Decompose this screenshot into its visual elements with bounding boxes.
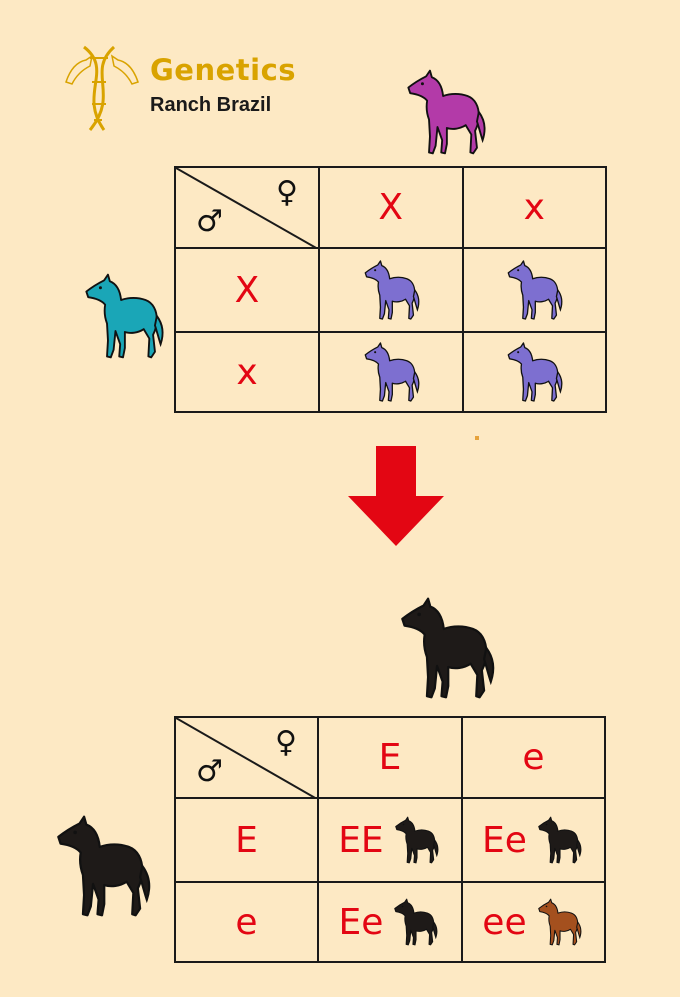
- chestnut-foal-horse-icon: [533, 896, 585, 948]
- offspring-cell: [461, 247, 607, 333]
- genotype-label: Ee: [481, 819, 527, 861]
- genotype-cell: Ee: [317, 881, 463, 963]
- female-symbol: ♀: [275, 725, 297, 760]
- genotype-cell: ee: [460, 881, 607, 963]
- offspring-horse-icon: [501, 257, 567, 323]
- male-allele-header: x: [174, 331, 320, 413]
- decorative-dot: [475, 436, 479, 440]
- female-symbol: ♀: [276, 175, 298, 210]
- female-allele-header: X: [318, 166, 464, 249]
- parent-corner-cell: ♀ ♂: [174, 166, 320, 249]
- offspring-cell: [461, 331, 607, 413]
- genotype-label: ee: [482, 901, 527, 943]
- top-punnett-square: ♀ ♂ X x X x: [174, 166, 607, 413]
- offspring-horse-icon: [501, 339, 567, 405]
- black-foal-horse-icon: [390, 814, 442, 866]
- genotype-cell: EE: [317, 797, 463, 883]
- female-allele-header: e: [460, 716, 607, 799]
- male-allele-header: E: [174, 797, 319, 883]
- down-arrow-icon: [348, 446, 444, 546]
- male-symbol: ♂: [196, 754, 223, 789]
- stallion-horse-icon: [76, 268, 170, 364]
- male-allele-header: X: [174, 247, 320, 333]
- mare-horse-icon: [398, 64, 492, 160]
- female-allele-header: x: [461, 166, 607, 249]
- female-allele-header: E: [317, 716, 463, 799]
- logo-title: Genetics: [150, 53, 297, 87]
- dna-horse-logo-icon: [65, 45, 139, 131]
- genotype-cell: Ee: [460, 797, 607, 883]
- offspring-cell: [318, 331, 464, 413]
- genotype-label: EE: [338, 819, 384, 861]
- male-symbol: ♂: [196, 204, 223, 239]
- bottom-punnett-square: ♀ ♂ E e E EE Ee e Ee ee: [174, 716, 607, 963]
- offspring-horse-icon: [358, 339, 424, 405]
- offspring-cell: [318, 247, 464, 333]
- logo: Genetics Ranch Brazil: [62, 42, 302, 132]
- black-foal-horse-icon: [533, 814, 585, 866]
- parent-corner-cell: ♀ ♂: [174, 716, 319, 799]
- logo-subtitle: Ranch Brazil: [150, 94, 272, 116]
- black-mare-horse-icon: [390, 592, 502, 704]
- male-allele-header: e: [174, 881, 319, 963]
- black-stallion-horse-icon: [46, 810, 158, 922]
- offspring-horse-icon: [358, 257, 424, 323]
- black-foal-horse-icon: [389, 896, 441, 948]
- genotype-label: Ee: [338, 901, 384, 943]
